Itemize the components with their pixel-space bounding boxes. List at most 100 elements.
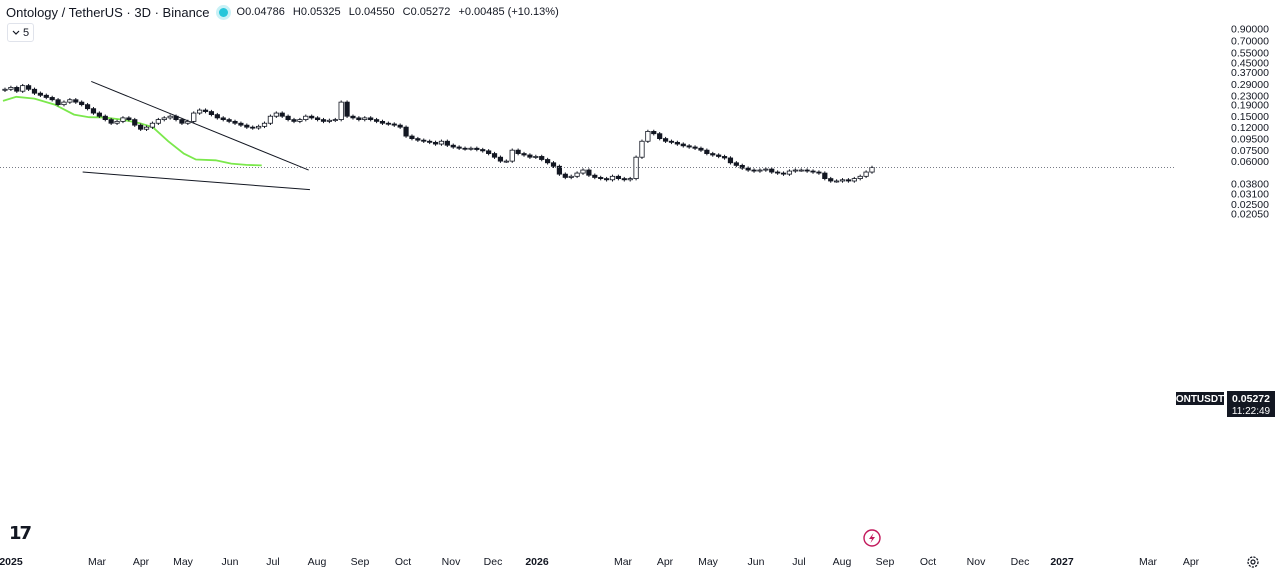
ohlc-values: O0.04786 H0.05325 L0.04550 C0.05272 +0.0… bbox=[237, 6, 564, 18]
time-tick-label: Nov bbox=[442, 556, 461, 568]
candle bbox=[462, 146, 468, 151]
candle-body bbox=[450, 144, 456, 148]
candle bbox=[486, 149, 492, 156]
candle bbox=[314, 116, 321, 122]
candle-body bbox=[79, 101, 85, 106]
candle-body bbox=[37, 92, 43, 96]
change-value: +0.00485 (+10.13%) bbox=[458, 6, 559, 18]
candle bbox=[356, 116, 362, 122]
candle bbox=[745, 166, 751, 172]
candle-body bbox=[721, 156, 728, 159]
candle-body bbox=[84, 104, 91, 110]
candle bbox=[839, 178, 846, 183]
candle-body bbox=[474, 147, 480, 150]
price-tick-label: 0.09500 bbox=[1231, 134, 1269, 146]
candle-body bbox=[120, 117, 126, 122]
candle-body bbox=[350, 115, 356, 119]
candle-body bbox=[90, 108, 97, 114]
candle-body bbox=[845, 179, 852, 182]
time-tick-label: Jul bbox=[266, 556, 279, 568]
time-tick-label: Mar bbox=[88, 556, 107, 568]
candle-body bbox=[609, 175, 616, 181]
close-value: C0.05272 bbox=[402, 6, 451, 18]
candle bbox=[727, 156, 734, 165]
candle-body bbox=[775, 171, 781, 174]
candle-body bbox=[662, 138, 669, 142]
price-axis[interactable]: 0.900000.700000.550000.450000.370000.290… bbox=[1231, 23, 1269, 220]
candle-body bbox=[8, 87, 14, 90]
candle bbox=[627, 176, 633, 182]
price-tick-label: 0.15000 bbox=[1231, 111, 1269, 123]
symbol-title[interactable]: Ontology / TetherUS · 3D · Binance bbox=[6, 4, 210, 20]
tradingview-logo-icon[interactable]: 17 bbox=[9, 523, 32, 544]
candle-body bbox=[539, 156, 545, 160]
time-tick-label: 2025 bbox=[0, 556, 23, 568]
candle-body bbox=[385, 122, 391, 125]
candle bbox=[674, 140, 680, 146]
candle bbox=[49, 95, 55, 102]
candle-body bbox=[427, 140, 433, 143]
indicators-toggle-button[interactable]: 5 bbox=[7, 23, 35, 42]
candle bbox=[432, 140, 439, 146]
candle-body bbox=[851, 178, 857, 182]
symbol-tag-bg bbox=[1176, 392, 1224, 405]
candle-body bbox=[574, 172, 580, 177]
candle bbox=[421, 138, 427, 143]
time-axis[interactable]: 2025 Mar Apr May Jun Jul Aug Sep Oct Nov Dec 2026 Ma… bbox=[0, 556, 1200, 568]
market-open-indicator-icon bbox=[218, 7, 228, 17]
candle bbox=[279, 111, 285, 118]
candle-body bbox=[379, 120, 386, 124]
candle bbox=[834, 179, 840, 183]
candle bbox=[202, 108, 209, 114]
candle bbox=[456, 145, 462, 151]
candle bbox=[197, 108, 203, 115]
candle bbox=[67, 98, 73, 104]
candle bbox=[474, 146, 480, 152]
candle-body bbox=[786, 170, 793, 175]
candle bbox=[775, 170, 781, 175]
candle-body bbox=[515, 149, 521, 154]
candle bbox=[90, 106, 97, 115]
lightning-icon[interactable] bbox=[863, 529, 881, 547]
candle-body bbox=[798, 169, 804, 172]
candle bbox=[450, 143, 456, 149]
time-tick-label: Apr bbox=[1183, 556, 1200, 568]
candle-body bbox=[462, 147, 468, 150]
candle-body bbox=[757, 169, 763, 172]
candle bbox=[427, 139, 433, 145]
time-tick-label: 2027 bbox=[1050, 556, 1074, 568]
candle bbox=[297, 117, 303, 124]
candle bbox=[173, 114, 179, 122]
candle-body bbox=[338, 101, 344, 121]
candle-body bbox=[521, 153, 527, 156]
candle bbox=[256, 124, 262, 130]
price-tag-countdown: 11:22:49 bbox=[1232, 406, 1271, 417]
trendline-lower[interactable] bbox=[82, 171, 310, 191]
candle bbox=[869, 165, 875, 174]
candle bbox=[208, 109, 215, 117]
candle bbox=[857, 174, 863, 181]
settings-gear-icon[interactable] bbox=[1246, 555, 1260, 569]
candle-body bbox=[96, 112, 102, 117]
candle bbox=[568, 174, 574, 180]
candle bbox=[362, 116, 368, 122]
candle-body bbox=[745, 167, 751, 171]
candle-body bbox=[55, 99, 61, 106]
candle-body bbox=[657, 133, 663, 140]
candle-body bbox=[698, 147, 704, 151]
candle-body bbox=[863, 171, 869, 177]
time-tick-label: May bbox=[698, 556, 719, 568]
candle-body bbox=[432, 141, 439, 145]
candle-body bbox=[545, 159, 551, 164]
candle-body bbox=[680, 143, 686, 147]
candle bbox=[320, 117, 327, 124]
candle bbox=[344, 100, 350, 118]
candle bbox=[845, 178, 852, 183]
symbol-tag-label: ONTUSDT bbox=[1176, 394, 1224, 405]
candle-body bbox=[362, 117, 368, 121]
candle bbox=[267, 114, 274, 125]
candle bbox=[161, 116, 167, 122]
trendline-upper[interactable] bbox=[91, 80, 309, 171]
candle bbox=[704, 148, 710, 156]
